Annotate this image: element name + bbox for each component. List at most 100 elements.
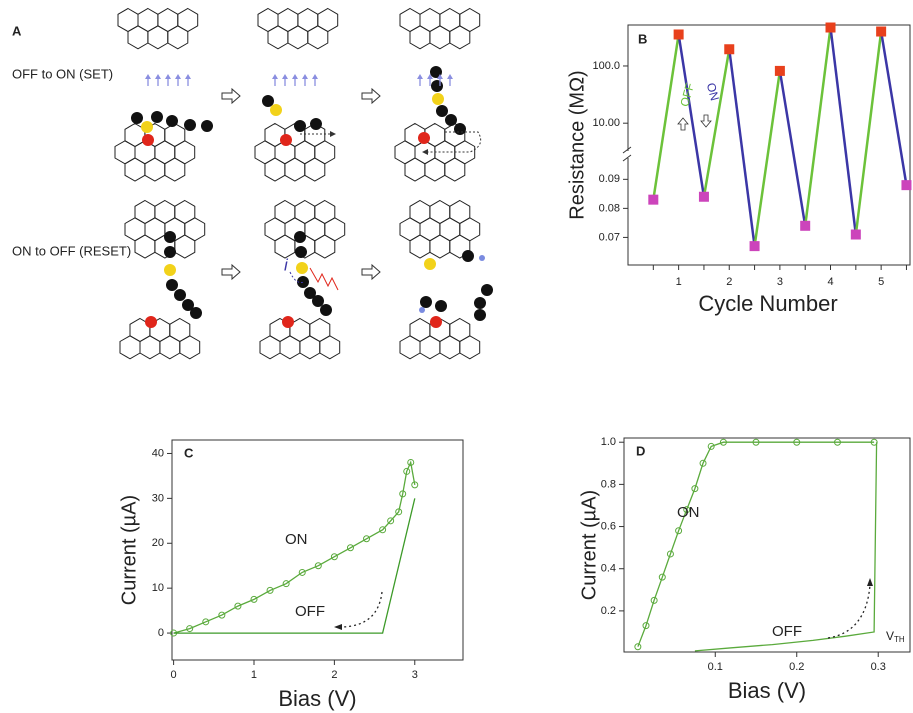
data-point bbox=[363, 535, 371, 543]
hexagon bbox=[254, 140, 276, 165]
atom bbox=[141, 121, 153, 133]
data-point bbox=[186, 625, 194, 633]
transition-line bbox=[829, 27, 858, 235]
x-tick-label: 5 bbox=[878, 276, 884, 288]
hexagon bbox=[284, 157, 306, 182]
atom bbox=[435, 300, 447, 312]
y-tick-label: 0.2 bbox=[601, 605, 616, 617]
atom bbox=[431, 80, 443, 92]
hexagon bbox=[444, 157, 466, 182]
hexagon bbox=[404, 157, 426, 182]
step-arrow bbox=[221, 263, 241, 281]
series-line bbox=[637, 441, 875, 647]
y-tick-label: 0 bbox=[158, 627, 164, 639]
x-axis-title: Bias (V) bbox=[278, 686, 356, 711]
field-arrowhead bbox=[272, 74, 278, 79]
data-point bbox=[774, 65, 785, 76]
hexagon bbox=[174, 140, 196, 165]
atom bbox=[320, 304, 332, 316]
atom bbox=[164, 264, 176, 276]
x-tick-label: 0 bbox=[171, 669, 177, 681]
atom bbox=[282, 316, 294, 328]
arrowhead bbox=[330, 131, 336, 137]
atom bbox=[430, 316, 442, 328]
hexagon bbox=[409, 234, 431, 259]
atom bbox=[436, 105, 448, 117]
y-tick-label: 10 bbox=[152, 582, 164, 594]
atom bbox=[445, 114, 457, 126]
x-tick-label: 0.2 bbox=[789, 661, 804, 673]
y-tick-label: 0.8 bbox=[601, 478, 616, 490]
data-point bbox=[403, 467, 411, 475]
data-point bbox=[298, 568, 306, 576]
data-point bbox=[752, 438, 760, 446]
transition-line bbox=[652, 34, 680, 200]
field-arrowhead bbox=[437, 74, 443, 79]
hexagon bbox=[419, 335, 441, 360]
arrowhead bbox=[422, 149, 428, 155]
atom bbox=[166, 115, 178, 127]
transition-line bbox=[702, 49, 731, 197]
atom bbox=[419, 307, 425, 313]
data-point bbox=[218, 611, 226, 619]
hexagon bbox=[184, 217, 206, 242]
field-arrowhead bbox=[185, 74, 191, 79]
data-point bbox=[407, 458, 415, 466]
threshold-sub: TH bbox=[894, 635, 905, 644]
hexagon bbox=[459, 217, 481, 242]
x-tick-label: 1 bbox=[251, 669, 257, 681]
data-point bbox=[642, 622, 650, 630]
field-arrowhead bbox=[312, 74, 318, 79]
field-arrowhead bbox=[175, 74, 181, 79]
data-point bbox=[330, 553, 338, 561]
field-arrowhead bbox=[282, 74, 288, 79]
reset-caption: ON to OFF (RESET) bbox=[12, 243, 131, 258]
data-point bbox=[648, 194, 659, 205]
data-point bbox=[666, 550, 674, 558]
y-axis-title: Current (µA) bbox=[578, 490, 600, 600]
hexagon bbox=[139, 335, 161, 360]
dotted-loop bbox=[428, 131, 482, 153]
atom bbox=[474, 309, 486, 321]
atom bbox=[280, 134, 292, 146]
data-point bbox=[691, 485, 699, 493]
axis-break-gap bbox=[622, 151, 632, 158]
series-line bbox=[173, 498, 416, 634]
step-arrow bbox=[361, 87, 381, 105]
hexagon bbox=[279, 335, 301, 360]
hexagon bbox=[449, 25, 471, 50]
atom bbox=[312, 295, 324, 307]
field-arrowhead bbox=[447, 74, 453, 79]
arrowhead bbox=[334, 624, 342, 630]
set-caption: OFF to ON (SET) bbox=[12, 66, 113, 81]
x-tick-label: 0.1 bbox=[708, 661, 723, 673]
field-arrowhead bbox=[302, 74, 308, 79]
hexagon bbox=[459, 335, 481, 360]
data-point bbox=[793, 438, 801, 446]
atom bbox=[297, 276, 309, 288]
axes-frame bbox=[627, 24, 911, 266]
atom bbox=[151, 111, 163, 123]
hexagon bbox=[454, 140, 476, 165]
atom bbox=[201, 120, 213, 132]
photon bbox=[309, 267, 339, 291]
data-point bbox=[202, 618, 210, 626]
x-tick-label: 0.3 bbox=[871, 661, 886, 673]
hexagon bbox=[127, 25, 149, 50]
atom bbox=[145, 316, 157, 328]
hexagon bbox=[419, 217, 441, 242]
data-point bbox=[399, 490, 407, 498]
data-point bbox=[707, 442, 715, 450]
atom bbox=[294, 231, 306, 243]
series-label: OFF bbox=[772, 623, 802, 640]
panel-label: D bbox=[636, 443, 645, 458]
hexagon bbox=[264, 157, 286, 182]
field-arrowhead bbox=[145, 74, 151, 79]
hexagon bbox=[267, 25, 289, 50]
data-point bbox=[833, 438, 841, 446]
dotted-arrow bbox=[341, 591, 383, 628]
y-tick-label: 1.0 bbox=[601, 436, 616, 448]
field-arrowhead bbox=[417, 74, 423, 79]
field-arrowhead bbox=[292, 74, 298, 79]
